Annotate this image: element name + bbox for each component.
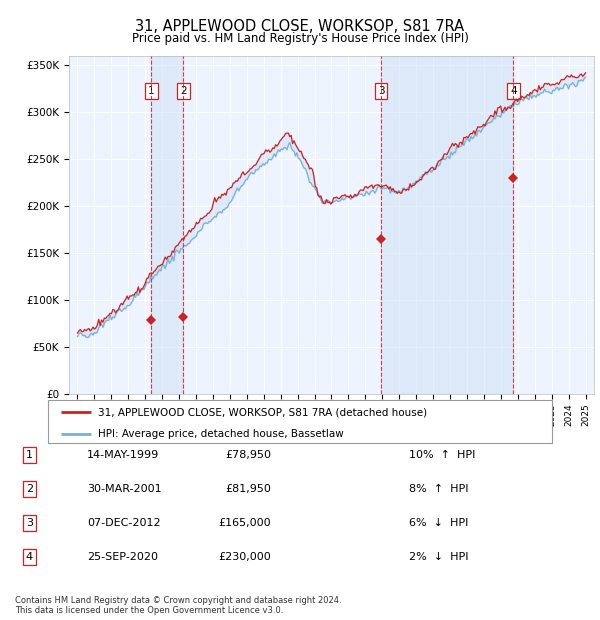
Text: £165,000: £165,000 bbox=[218, 518, 271, 528]
Text: 31, APPLEWOOD CLOSE, WORKSOP, S81 7RA: 31, APPLEWOOD CLOSE, WORKSOP, S81 7RA bbox=[136, 19, 464, 33]
Text: £78,950: £78,950 bbox=[225, 450, 271, 460]
Text: 1: 1 bbox=[26, 450, 33, 460]
Text: 2: 2 bbox=[26, 484, 33, 494]
Bar bbox=[381, 56, 514, 394]
Text: £81,950: £81,950 bbox=[226, 484, 271, 494]
Text: 31, APPLEWOOD CLOSE, WORKSOP, S81 7RA (detached house): 31, APPLEWOOD CLOSE, WORKSOP, S81 7RA (d… bbox=[98, 407, 428, 417]
Text: 2%  ↓  HPI: 2% ↓ HPI bbox=[409, 552, 469, 562]
Text: 2: 2 bbox=[180, 86, 187, 96]
Text: 4: 4 bbox=[510, 86, 517, 96]
Bar bbox=[151, 56, 184, 394]
Text: Price paid vs. HM Land Registry's House Price Index (HPI): Price paid vs. HM Land Registry's House … bbox=[131, 32, 469, 45]
Text: 1: 1 bbox=[148, 86, 155, 96]
Text: 25-SEP-2020: 25-SEP-2020 bbox=[87, 552, 158, 562]
Text: 07-DEC-2012: 07-DEC-2012 bbox=[87, 518, 161, 528]
Text: HPI: Average price, detached house, Bassetlaw: HPI: Average price, detached house, Bass… bbox=[98, 429, 344, 439]
Text: Contains HM Land Registry data © Crown copyright and database right 2024.
This d: Contains HM Land Registry data © Crown c… bbox=[15, 596, 341, 615]
Text: 8%  ↑  HPI: 8% ↑ HPI bbox=[409, 484, 469, 494]
Text: 3: 3 bbox=[378, 86, 385, 96]
Text: 3: 3 bbox=[26, 518, 33, 528]
Text: 6%  ↓  HPI: 6% ↓ HPI bbox=[409, 518, 469, 528]
Text: 10%  ↑  HPI: 10% ↑ HPI bbox=[409, 450, 476, 460]
Text: 30-MAR-2001: 30-MAR-2001 bbox=[87, 484, 161, 494]
Text: 4: 4 bbox=[26, 552, 33, 562]
FancyBboxPatch shape bbox=[48, 400, 552, 443]
Text: 14-MAY-1999: 14-MAY-1999 bbox=[87, 450, 159, 460]
Text: £230,000: £230,000 bbox=[218, 552, 271, 562]
